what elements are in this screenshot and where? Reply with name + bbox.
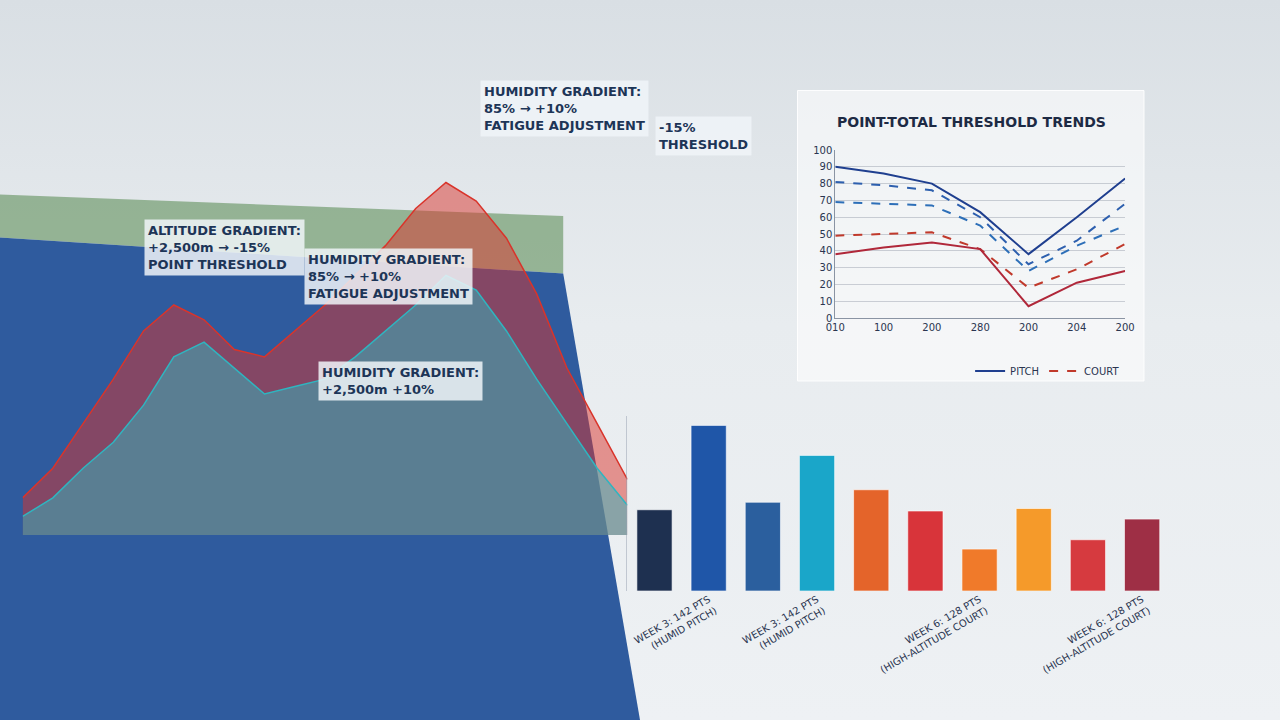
svg-text:70: 70 bbox=[820, 195, 833, 206]
svg-text:0: 0 bbox=[826, 313, 832, 324]
svg-text:200: 200 bbox=[1116, 322, 1135, 333]
svg-text:010: 010 bbox=[826, 322, 845, 333]
svg-text:PITCH: PITCH bbox=[1010, 366, 1039, 377]
svg-text:HUMIDITY GRADIENT:85% → +10%FA: HUMIDITY GRADIENT:85% → +10%FATIGUE ADJU… bbox=[484, 84, 645, 133]
svg-text:200: 200 bbox=[922, 322, 941, 333]
svg-text:POINT-TOTAL THRESHOLD TRENDS: POINT-TOTAL THRESHOLD TRENDS bbox=[837, 114, 1106, 130]
svg-text:280: 280 bbox=[971, 322, 990, 333]
svg-text:100: 100 bbox=[813, 145, 832, 156]
svg-text:80: 80 bbox=[820, 178, 833, 189]
svg-text:50: 50 bbox=[820, 229, 833, 240]
svg-text:HUMIDITY GRADIENT:+2,500m +10%: HUMIDITY GRADIENT:+2,500m +10% bbox=[322, 365, 479, 397]
svg-text:WEEK 6: 128 PTS(HIGH-ALTITUDE: WEEK 6: 128 PTS(HIGH-ALTITUDE COURT) bbox=[872, 593, 990, 675]
svg-text:200: 200 bbox=[1019, 322, 1038, 333]
svg-text:COURT: COURT bbox=[1084, 366, 1119, 377]
svg-text:20: 20 bbox=[820, 279, 833, 290]
svg-text:-15%THRESHOLD: -15%THRESHOLD bbox=[659, 120, 748, 152]
svg-text:WEEK 3: 142 PTS(HUMID PITCH): WEEK 3: 142 PTS(HUMID PITCH) bbox=[741, 593, 828, 657]
svg-text:ALTITUDE GRADIENT:+2,500m → -1: ALTITUDE GRADIENT:+2,500m → -15%POINT TH… bbox=[148, 223, 301, 272]
svg-text:40: 40 bbox=[820, 245, 833, 256]
svg-text:10: 10 bbox=[820, 296, 833, 307]
svg-text:100: 100 bbox=[874, 322, 893, 333]
svg-text:90: 90 bbox=[820, 161, 833, 172]
svg-text:204: 204 bbox=[1067, 322, 1086, 333]
svg-text:WEEK 3: 142 PTS(HUMID PITCH): WEEK 3: 142 PTS(HUMID PITCH) bbox=[632, 593, 719, 657]
svg-text:60: 60 bbox=[820, 212, 833, 223]
svg-text:WEEK 6: 128 PTS(HIGH-ALTITUDE: WEEK 6: 128 PTS(HIGH-ALTITUDE COURT) bbox=[1034, 593, 1152, 675]
svg-text:HUMIDITY GRADIENT:85% → +10%FA: HUMIDITY GRADIENT:85% → +10%FATIGUE ADJU… bbox=[308, 252, 469, 301]
svg-text:30: 30 bbox=[820, 262, 833, 273]
